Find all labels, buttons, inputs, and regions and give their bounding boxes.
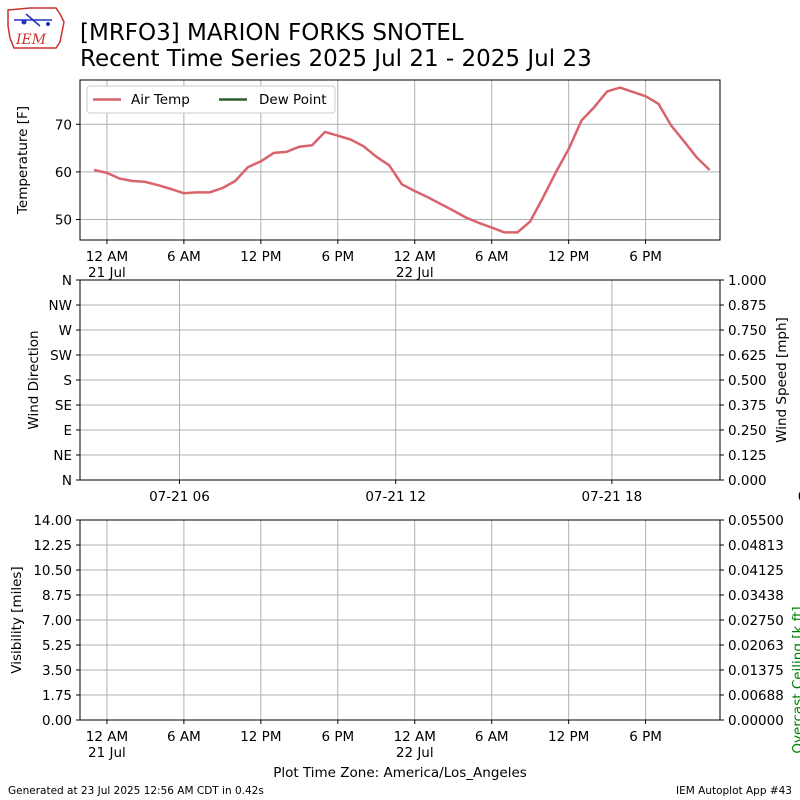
y-tick-label: 0.00 (42, 713, 72, 729)
x-tick-sublabel: 21 Jul (88, 745, 126, 761)
y-tick-label: 60 (55, 165, 72, 181)
y-tick-label: 3.50 (42, 663, 72, 679)
y-tick-label: NW (49, 298, 72, 314)
y-tick-label: SE (55, 398, 72, 414)
y-right-axis-label: Wind Speed [mph] (774, 317, 790, 443)
y-right-tick-label: 0.125 (728, 448, 767, 464)
y-tick-label: 10.50 (33, 563, 72, 579)
y-right-tick-label: 0.875 (728, 298, 767, 314)
legend-box (86, 85, 336, 114)
x-tick-sublabel: 21 Jul (88, 265, 126, 281)
x-tick-label: 12 PM (548, 729, 589, 745)
chart-subtitle: Recent Time Series 2025 Jul 21 - 2025 Ju… (80, 46, 592, 72)
x-tick-label: 07-21 12 (365, 489, 426, 505)
y-axis-label: Temperature [F] (15, 106, 31, 215)
footer-app: IEM Autoplot App #43 (676, 785, 792, 797)
y-tick-label: SW (50, 348, 72, 364)
x-tick-label: 12 AM (86, 729, 128, 745)
x-tick-label: 07-21 18 (582, 489, 643, 505)
x-tick-label: 12 AM (86, 249, 128, 265)
x-tick-label: 6 AM (167, 249, 201, 265)
iem-logo: IEM (7, 7, 65, 49)
y-tick-label: N (62, 273, 72, 289)
x-tick-sublabel: 22 Jul (396, 265, 434, 281)
legend-label-dew-point: Dew Point (259, 92, 327, 108)
x-tick-label: 12 PM (548, 249, 589, 265)
y-tick-label: 70 (55, 117, 72, 133)
y-tick-label: 1.75 (42, 688, 72, 704)
x-tick-label: 6 PM (629, 249, 662, 265)
y-axis-label: Wind Direction (26, 330, 42, 429)
y-right-axis-label: Overcast Ceiling [k ft] (790, 606, 800, 753)
x-tick-label: 6 AM (167, 729, 201, 745)
y-right-tick-label: 1.000 (728, 273, 767, 289)
y-right-tick-label: 0.375 (728, 398, 767, 414)
footer-generated: Generated at 23 Jul 2025 12:56 AM CDT in… (8, 785, 264, 797)
axes-frame (79, 279, 721, 481)
series-line-air-temp (93, 86, 711, 234)
y-tick-label: 5.25 (42, 638, 72, 654)
x-tick-label: 12 AM (394, 729, 436, 745)
axes-frame (79, 79, 721, 241)
x-tick-label: 6 AM (475, 249, 509, 265)
y-axis-label: Visibility [miles] (9, 566, 25, 673)
x-tick-label: 6 PM (321, 249, 354, 265)
y-right-tick-label: 0.000 (728, 473, 767, 489)
x-tick-label: 12 AM (394, 249, 436, 265)
y-right-tick-label: 0.03438 (728, 588, 784, 604)
y-right-tick-label: 0.500 (728, 373, 767, 389)
x-tick-label: 12 PM (240, 249, 281, 265)
y-tick-label: 8.75 (42, 588, 72, 604)
y-tick-label: S (63, 373, 72, 389)
y-tick-label: 14.00 (33, 513, 72, 529)
x-tick-label: 07-21 06 (149, 489, 210, 505)
logo-text: IEM (15, 32, 47, 48)
y-right-tick-label: 0.00688 (728, 688, 784, 704)
x-tick-label: 6 PM (629, 729, 662, 745)
y-tick-label: 50 (55, 213, 72, 229)
chart-title: [MRFO3] MARION FORKS SNOTEL (80, 20, 464, 46)
axes-frame (79, 519, 721, 721)
y-right-tick-label: 0.00000 (728, 713, 784, 729)
y-tick-label: NE (53, 448, 72, 464)
y-right-tick-label: 0.625 (728, 348, 767, 364)
x-tick-label: 12 PM (240, 729, 281, 745)
x-tick-label: 6 PM (321, 729, 354, 745)
y-right-tick-label: 0.02750 (728, 613, 784, 629)
y-tick-label: W (59, 323, 72, 339)
x-axis-label: Plot Time Zone: America/Los_Angeles (273, 765, 527, 781)
x-tick-label: 6 AM (475, 729, 509, 745)
y-tick-label: 7.00 (42, 613, 72, 629)
y-right-tick-label: 0.04813 (728, 538, 784, 554)
legend-label-air-temp: Air Temp (131, 92, 190, 108)
y-right-tick-label: 0.04125 (728, 563, 784, 579)
y-right-tick-label: 0.05500 (728, 513, 784, 529)
x-tick-sublabel: 22 Jul (396, 745, 434, 761)
y-right-tick-label: 0.01375 (728, 663, 784, 679)
y-tick-label: N (62, 473, 72, 489)
y-tick-label: E (63, 423, 72, 439)
y-tick-label: 12.25 (33, 538, 72, 554)
y-right-tick-label: 0.250 (728, 423, 767, 439)
y-right-tick-label: 0.02063 (728, 638, 784, 654)
x-tick-label: 07-22 00 (798, 489, 800, 505)
y-right-tick-label: 0.750 (728, 323, 767, 339)
